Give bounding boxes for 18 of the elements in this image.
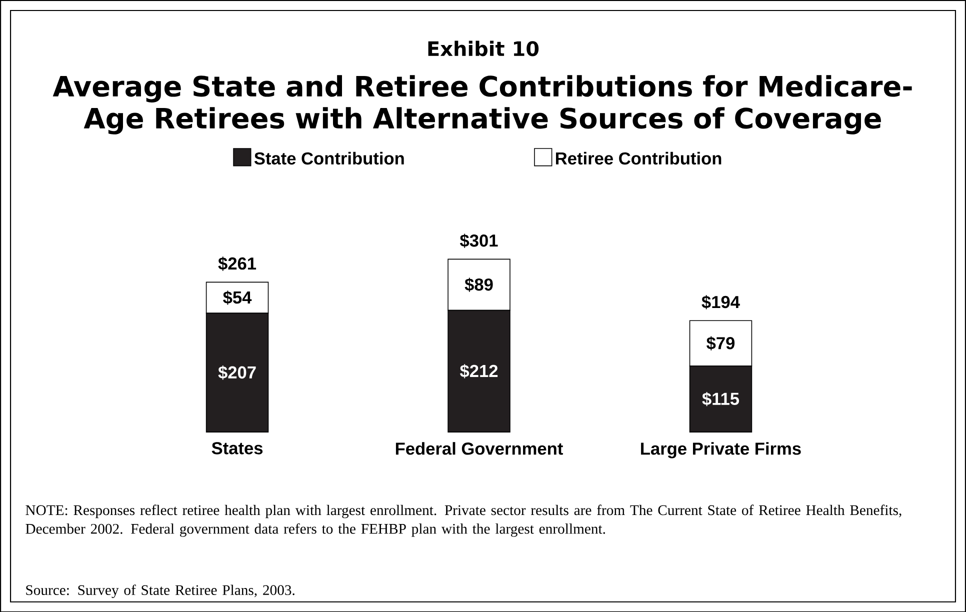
- data-label: $54: [223, 290, 252, 305]
- data-label: $79: [706, 336, 735, 350]
- x-tick-label: Federal Government: [396, 442, 563, 455]
- source-note: Source: Survey of State Retiree Plans, 2003.: [26, 584, 294, 598]
- total-label: $261: [218, 256, 256, 271]
- data-label: $207: [218, 365, 256, 380]
- chart-title: Exhibit 10: [428, 40, 539, 56]
- legend-label: State Contribution: [254, 152, 404, 164]
- text: NOTE: Responses reflect retiree health plan with largest enrollment. Private sector results are from The Current State of Retiree Health Benefits, December 2002. Federal government data refers to the FEHBP plan with the largest enrollment.: [26, 504, 902, 537]
- data-label: $115: [702, 392, 740, 406]
- data-label: $89: [464, 278, 493, 292]
- total-label: $301: [460, 234, 498, 248]
- data-label: $212: [460, 364, 498, 378]
- x-tick-label: Large Private Firms: [641, 442, 801, 458]
- chart-subtitle: Average State and Retiree Contributions for Medicare-Age Retirees with Alternative Sources of Coverage: [52, 74, 912, 134]
- x-tick-label: States: [212, 442, 263, 454]
- total-label: $194: [702, 294, 740, 310]
- legend-label: Retiree Contribution: [556, 152, 722, 164]
